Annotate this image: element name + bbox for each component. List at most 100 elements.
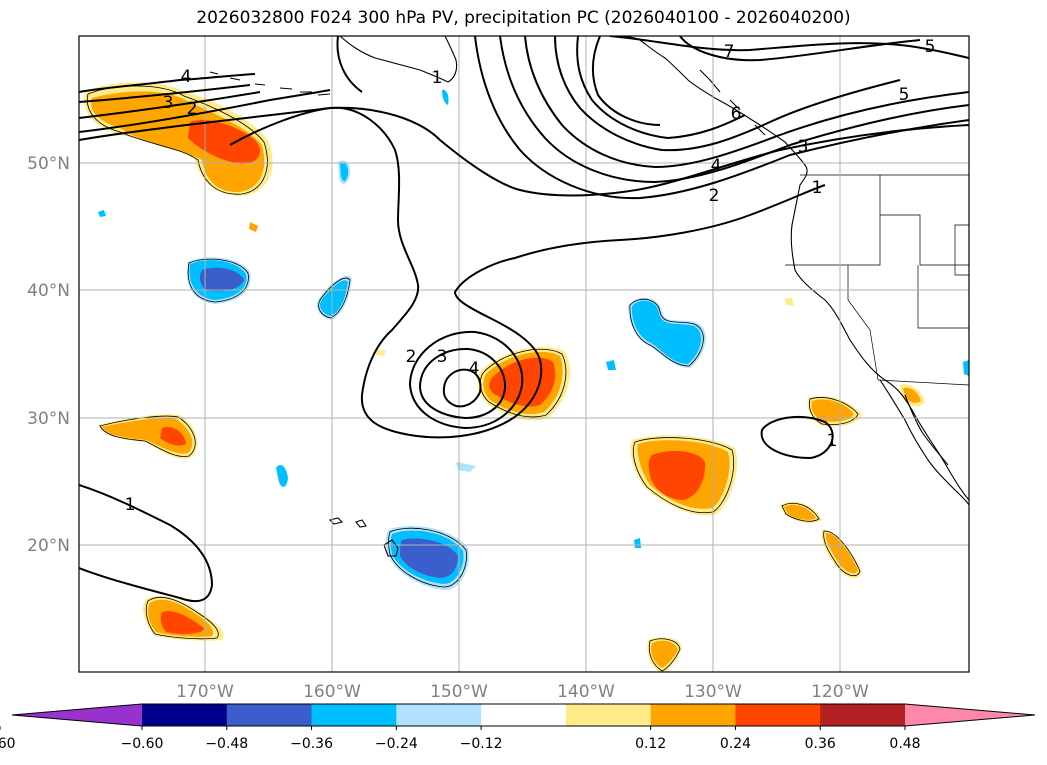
gridlines [79,36,969,672]
colorbar-tick-label: −0.36 [290,736,333,752]
pv-label: 1 [827,431,838,451]
pv-contour [79,484,214,603]
pv-label: 1 [432,68,443,88]
colorbar-segment [396,704,482,726]
precip-outline [823,530,861,577]
colorbar-segment [142,704,228,726]
precip-outline [145,596,219,640]
pv-contour [79,91,261,119]
pv-contour [592,36,661,126]
north-america-coast [611,36,969,501]
precip-outlines [86,85,861,672]
colorbar-tick-label: −0.24 [375,736,418,752]
pv-labels: 7 5 5 6 4 3 2 1 4 3 2 1 2 3 4 1 1 [125,37,936,515]
precip-area [160,427,186,446]
pv-label: 3 [798,137,809,157]
precip-outline [809,397,859,425]
pv-label: 1 [125,495,136,515]
pv-contour [554,36,901,152]
precip-area [785,298,794,306]
lat-label: 50°N [27,154,70,174]
pv-contour [79,73,256,93]
pv-contour [499,36,969,184]
colorbar-segment [565,704,652,726]
pv-contours [79,36,969,603]
precip-area [903,387,921,403]
precip-outline [187,258,249,303]
lon-label: 170°W [176,682,234,702]
pv-contour [442,368,482,408]
pv-contour [679,36,921,62]
precip-area [98,210,106,217]
pv-label: 2 [709,186,720,206]
pv-contour [524,36,969,169]
pv-contour [408,330,524,430]
precip-area [442,89,449,105]
pv-contour [474,36,969,200]
pv-label: 3 [437,347,448,367]
pv-contour [336,36,363,93]
colorbar-extend-high [905,704,1035,726]
pv-contour [229,106,826,439]
pv-label: 2 [406,347,417,367]
precip-area [825,532,858,574]
pv-contour [760,415,834,460]
state-border [954,224,969,276]
pv-label: 4 [469,359,480,379]
precip-area [811,399,854,422]
precip-outline [318,277,351,319]
precip-outline [648,638,681,672]
baja-coast [879,379,969,506]
longitude-labels: 170°W 160°W 150°W 140°W 130°W 120°W [176,682,869,702]
colorbar-segment [311,704,397,726]
precip-area [200,267,244,292]
precip-outline [629,298,704,367]
precip-outline [781,502,820,522]
pv-label: 3 [163,93,174,113]
colorbar-tick-label: 0.24 [720,736,751,752]
lat-label: 30°N [27,409,70,429]
precip-area [320,280,348,316]
hawaii [328,517,399,557]
colorbar-segment [481,704,567,726]
state-border [879,175,969,266]
precip-area [963,360,969,376]
precip-area [160,611,204,635]
pv-contour [79,89,331,133]
precip-outline [388,527,467,588]
pv-contour [79,106,969,197]
precip-area [249,222,258,232]
pv-label: 4 [711,156,722,176]
state-border [917,265,969,329]
precip-area [648,450,706,500]
colorbar-segment [735,704,821,726]
pv-label: 5 [899,85,910,105]
precip-area [340,163,349,182]
colorbar: −0.60 −0.48 −0.36 −0.24 −0.12 0.12 0.24 0.36 0.4… [0,703,1036,752]
precip-area [91,91,265,193]
lon-label: 140°W [557,682,615,702]
colorbar-tick-label: 0.12 [635,736,666,752]
precip-area [188,120,261,164]
lat-label: 20°N [27,536,70,556]
colorbar-tick-label: −0.60 [121,736,164,752]
latitude-labels: 50°N 40°N 30°N 20°N [27,154,70,556]
precip-area [400,538,458,578]
pv-label: 6 [731,104,742,124]
colorbar-segment [226,704,313,726]
pv-contour [79,84,251,103]
bc-islands [699,69,766,136]
pv-label: 4 [181,67,192,87]
map-title: 2026032800 F024 300 hPa PV, precipitatio… [196,8,851,28]
precip-negative-areas [98,89,969,590]
precip-area [651,640,678,668]
lon-label: 160°W [303,682,361,702]
pv-contour [418,347,507,420]
precip-area [631,300,702,364]
precip-area [606,360,616,370]
state-border [847,265,879,381]
colorbar-segment [820,704,906,726]
colorbar-tick-label: −0.12 [460,736,503,752]
precip-outline [479,348,567,418]
